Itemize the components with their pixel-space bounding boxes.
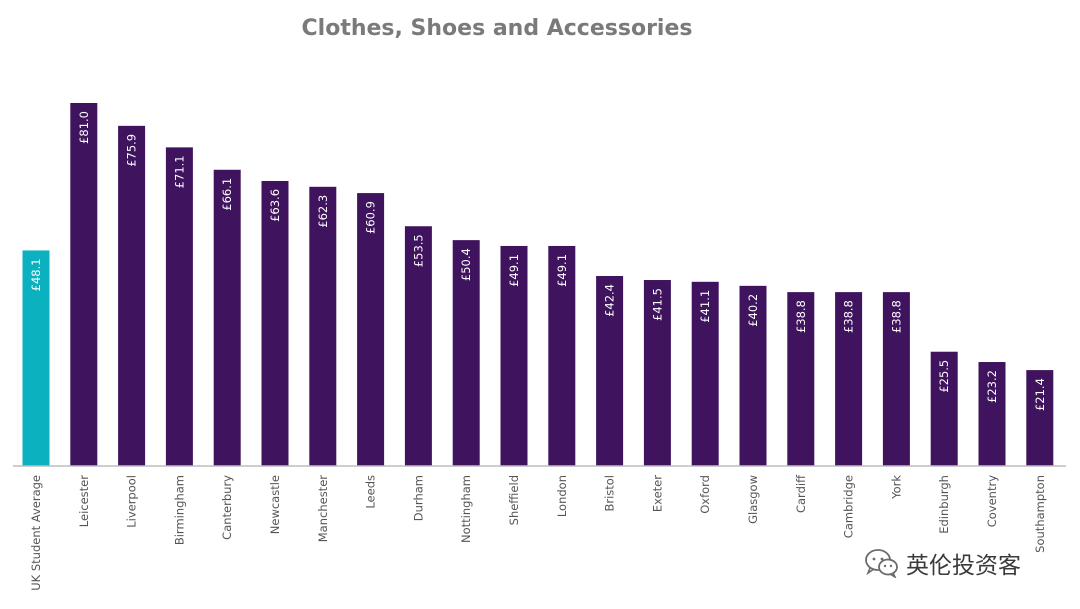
bar-durham xyxy=(404,226,432,466)
value-label-exeter: £41.5 xyxy=(650,288,664,321)
bar-oxford xyxy=(691,281,719,466)
category-label-liverpool: Liverpool xyxy=(125,475,139,528)
bar-leeds xyxy=(357,193,385,467)
wechat-icon xyxy=(865,549,898,578)
category-label-london: London xyxy=(555,475,569,517)
value-label-uk-student-average: £48.1 xyxy=(29,258,43,291)
bar-nottingham xyxy=(452,240,480,466)
bar-uk-student-average xyxy=(22,250,50,466)
bar-edinburgh xyxy=(930,351,958,466)
category-label-manchester: Manchester xyxy=(316,475,330,543)
value-label-nottingham: £50.4 xyxy=(459,248,473,281)
category-label-bristol: Bristol xyxy=(603,475,617,512)
category-label-southampton: Southampton xyxy=(1033,475,1047,553)
bar-birmingham xyxy=(165,147,193,466)
category-label-newcastle: Newcastle xyxy=(268,475,282,534)
value-label-canterbury: £66.1 xyxy=(220,178,234,211)
value-label-liverpool: £75.9 xyxy=(125,134,139,167)
value-label-cambridge: £38.8 xyxy=(842,300,856,333)
bar-exeter xyxy=(643,280,671,466)
bar-canterbury xyxy=(213,169,241,466)
value-label-birmingham: £71.1 xyxy=(172,155,186,188)
value-label-york: £38.8 xyxy=(889,300,903,333)
value-label-oxford: £41.1 xyxy=(698,290,712,323)
category-label-cambridge: Cambridge xyxy=(842,475,856,538)
category-label-cardiff: Cardiff xyxy=(794,474,808,513)
bar-sheffield xyxy=(500,245,528,466)
category-label-york: York xyxy=(889,475,903,500)
value-label-cardiff: £38.8 xyxy=(794,300,808,333)
value-label-bristol: £42.4 xyxy=(603,284,617,317)
category-label-edinburgh: Edinburgh xyxy=(937,475,951,534)
bar-coventry xyxy=(978,362,1006,466)
bar-glasgow xyxy=(739,285,767,466)
bar-bristol xyxy=(596,275,624,466)
value-label-sheffield: £49.1 xyxy=(507,254,521,287)
watermark-text: 英伦投资客 xyxy=(906,553,1021,579)
value-label-durham: £53.5 xyxy=(411,234,425,267)
category-label-glasgow: Glasgow xyxy=(746,475,760,524)
bar-newcastle xyxy=(261,180,289,466)
category-label-durham: Durham xyxy=(411,475,425,521)
category-label-exeter: Exeter xyxy=(650,475,664,512)
category-label-sheffield: Sheffield xyxy=(507,475,521,525)
category-label-oxford: Oxford xyxy=(698,475,712,514)
bar-york xyxy=(882,292,910,466)
bar-cardiff xyxy=(787,292,815,466)
value-label-leicester: £81.0 xyxy=(77,111,91,144)
category-label-birmingham: Birmingham xyxy=(172,475,186,545)
value-label-southampton: £21.4 xyxy=(1033,378,1047,411)
watermark: 英伦投资客 xyxy=(860,546,1025,580)
category-label-leeds: Leeds xyxy=(364,475,378,509)
category-label-coventry: Coventry xyxy=(985,475,999,527)
bar-manchester xyxy=(309,186,337,466)
category-label-uk-student-average: UK Student Average xyxy=(29,475,43,591)
value-label-leeds: £60.9 xyxy=(364,201,378,234)
category-label-leicester: Leicester xyxy=(77,475,91,527)
bar-liverpool xyxy=(118,125,146,466)
category-label-canterbury: Canterbury xyxy=(220,475,234,540)
bar-london xyxy=(548,245,576,466)
chart-title: Clothes, Shoes and Accessories xyxy=(301,16,693,41)
value-label-london: £49.1 xyxy=(555,254,569,287)
value-label-edinburgh: £25.5 xyxy=(937,360,951,393)
value-label-glasgow: £40.2 xyxy=(746,294,760,327)
value-label-newcastle: £63.6 xyxy=(268,189,282,222)
bar-cambridge xyxy=(835,292,863,466)
bar-leicester xyxy=(70,103,98,466)
bar-southampton xyxy=(1026,370,1054,466)
category-label-nottingham: Nottingham xyxy=(459,475,473,543)
value-label-manchester: £62.3 xyxy=(316,195,330,228)
bars-layer: £48.1 £81.0 £75.9 £71.1 £66.1 £63.6 £62.3 £60.9… xyxy=(22,103,1054,467)
value-label-coventry: £23.2 xyxy=(985,370,999,403)
category-labels-layer: UK Student Average Leicester Liverpool Birm… xyxy=(29,474,1047,591)
